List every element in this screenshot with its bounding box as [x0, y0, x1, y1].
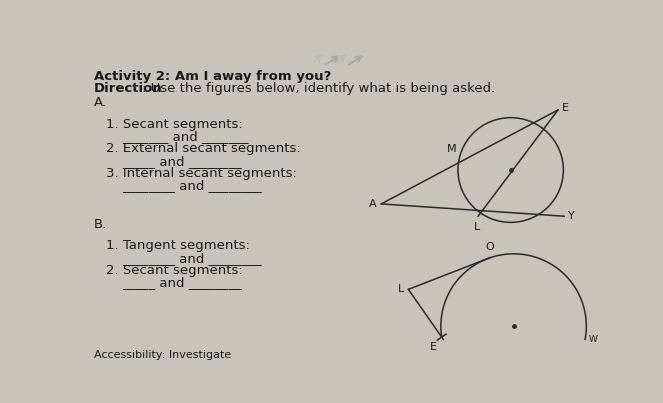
- Text: E: E: [430, 342, 437, 352]
- Text: A: A: [369, 199, 377, 209]
- Text: _____ and ________: _____ and ________: [121, 276, 241, 289]
- Text: _____ and ________: _____ and ________: [121, 155, 241, 168]
- Text: 1. Tangent segments:: 1. Tangent segments:: [106, 239, 250, 252]
- Text: 1. Secant segments:: 1. Secant segments:: [106, 118, 243, 131]
- Text: 2. External secant segments:: 2. External secant segments:: [106, 142, 301, 155]
- Text: O: O: [485, 242, 494, 251]
- Text: B.: B.: [93, 218, 107, 231]
- Text: L: L: [473, 222, 480, 233]
- Text: W: W: [589, 335, 598, 344]
- Text: Accessibility: Investigate: Accessibility: Investigate: [93, 350, 231, 360]
- Text: ________ and ________: ________ and ________: [121, 251, 261, 265]
- Text: M: M: [447, 144, 456, 154]
- Text: Y: Y: [568, 211, 575, 221]
- Text: Direction: Direction: [93, 82, 162, 95]
- Text: E: E: [562, 104, 569, 113]
- Text: Activity 2: Am I away from you?: Activity 2: Am I away from you?: [93, 70, 331, 83]
- Text: L: L: [398, 285, 404, 294]
- Text: 2. Secant segments:: 2. Secant segments:: [106, 264, 243, 277]
- Text: _______ and _______: _______ and _______: [121, 130, 248, 143]
- Text: : Use the figures below, identify what is being asked.: : Use the figures below, identify what i…: [142, 82, 495, 95]
- Text: A.: A.: [93, 96, 107, 109]
- Text: ________ and ________: ________ and ________: [121, 179, 261, 192]
- Text: 3. Internal secant segments:: 3. Internal secant segments:: [106, 167, 297, 180]
